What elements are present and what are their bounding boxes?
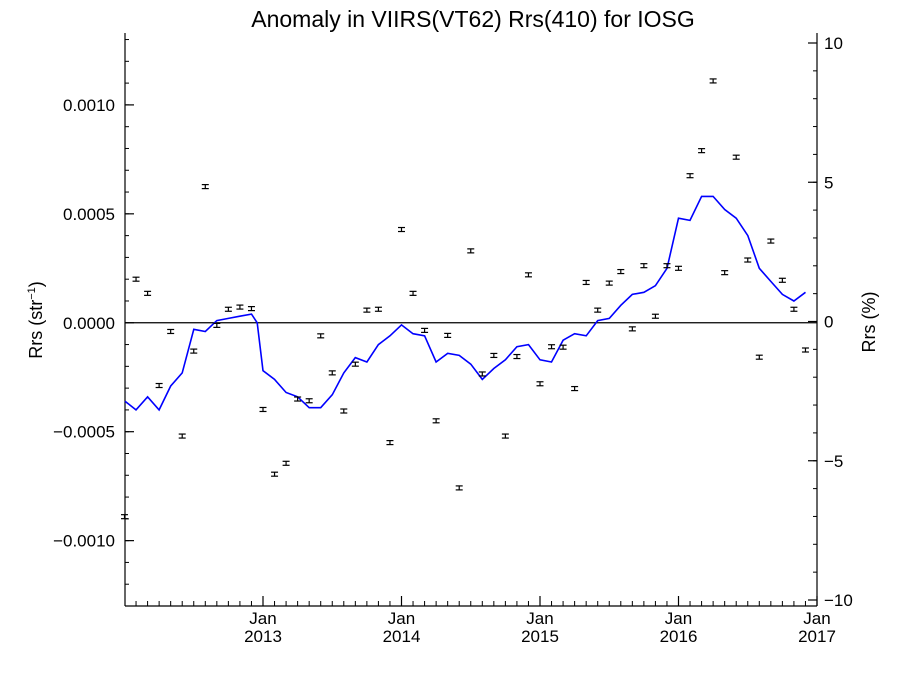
anomaly-point — [467, 248, 475, 254]
x-tick-month-label: Jan — [803, 609, 830, 628]
x-tick-month-label: Jan — [526, 609, 553, 628]
plot-frame — [124, 33, 818, 607]
anomaly-point — [721, 270, 729, 276]
plot-area — [121, 78, 809, 520]
anomaly-point — [386, 439, 394, 446]
x-tick-month-label: Jan — [249, 609, 276, 628]
anomaly-point — [628, 326, 636, 332]
anomaly-point — [755, 354, 763, 360]
anomaly-point — [801, 347, 809, 353]
anomaly-point — [455, 485, 463, 491]
left-tick-label: −0.0005 — [53, 423, 115, 442]
anomaly-point — [224, 306, 232, 312]
anomaly-point — [271, 471, 279, 477]
anomaly-point — [605, 280, 613, 286]
anomaly-point — [340, 408, 348, 414]
x-tick-year-label: 2015 — [521, 627, 559, 646]
chart-title: Anomaly in VIIRS(VT62) Rrs(410) for IOSG — [251, 6, 695, 32]
anomaly-point — [663, 263, 671, 269]
anomaly-point — [167, 328, 175, 335]
anomaly-point — [778, 277, 786, 283]
anomaly-point — [444, 332, 452, 339]
anomaly-point — [213, 322, 221, 328]
anomaly-point — [571, 385, 579, 392]
anomaly-point — [144, 290, 152, 296]
anomaly-point — [524, 272, 532, 278]
anomaly-point — [709, 78, 717, 84]
anomaly-point — [617, 268, 625, 275]
anomaly-point — [478, 371, 486, 377]
anomaly-point — [178, 433, 186, 439]
anomaly-point — [548, 344, 556, 350]
y-axis-label-main: Rrs (str — [26, 300, 46, 359]
anomaly-point — [351, 361, 359, 367]
anomaly-point — [282, 460, 290, 466]
left-axis-ticks: 0.0010 0.0005 0.0000 −0.0005 −0.0010 — [53, 39, 134, 585]
y-axis-label-right: Rrs (%) — [859, 292, 879, 353]
anomaly-point — [121, 514, 128, 520]
anomaly-point — [513, 353, 521, 360]
anomaly-point — [536, 381, 544, 387]
right-tick-label: 0 — [824, 313, 833, 332]
anomaly-point — [501, 433, 509, 439]
monthly-anomaly-points — [121, 78, 809, 520]
anomaly-point — [305, 398, 313, 404]
anomaly-point — [698, 148, 706, 154]
anomaly-point — [582, 279, 590, 286]
anomaly-point — [294, 396, 302, 402]
x-tick-year-label: 2017 — [798, 627, 836, 646]
right-tick-label: 10 — [824, 34, 843, 53]
anomaly-point — [767, 238, 775, 244]
anomaly-point — [640, 263, 648, 269]
right-tick-label: 5 — [824, 173, 833, 192]
anomaly-point — [594, 307, 602, 313]
left-tick-label: −0.0010 — [53, 532, 115, 551]
anomaly-point — [744, 257, 752, 263]
anomaly-point — [132, 276, 140, 282]
anomaly-point — [732, 154, 740, 160]
x-tick-year-label: 2014 — [383, 627, 421, 646]
x-tick-year-label: 2013 — [244, 627, 282, 646]
smoothed-anomaly-line — [124, 195, 806, 412]
anomaly-point — [398, 226, 405, 233]
anomaly-point — [328, 370, 336, 376]
anomaly-point — [363, 307, 371, 313]
anomaly-point — [409, 290, 417, 296]
left-tick-label: 0.0010 — [63, 96, 115, 115]
left-tick-label: 0.0000 — [63, 314, 115, 333]
y-axis-label-left: Rrs (str−1) — [26, 281, 46, 359]
anomaly-point — [790, 306, 798, 312]
anomaly-point — [236, 304, 244, 310]
right-axis-ticks: 10 5 0 −5 −10 — [808, 34, 853, 610]
anomaly-point — [686, 173, 694, 179]
anomaly-point — [247, 306, 255, 312]
anomaly-point — [155, 382, 163, 389]
x-tick-month-label: Jan — [388, 609, 415, 628]
y-axis-label-superscript: −1 — [26, 287, 38, 300]
right-tick-label: −10 — [824, 591, 853, 610]
right-tick-label: −5 — [824, 452, 843, 471]
anomaly-point — [432, 418, 440, 424]
anomaly-point — [421, 327, 429, 333]
anomaly-point — [675, 265, 682, 271]
anomaly-point — [374, 306, 382, 312]
anomaly-point — [259, 406, 267, 413]
x-tick-month-label: Jan — [665, 609, 692, 628]
x-tick-year-label: 2016 — [660, 627, 698, 646]
anomaly-point — [190, 348, 198, 354]
anomaly-point — [559, 344, 567, 350]
anomaly-point — [490, 352, 498, 359]
left-tick-label: 0.0005 — [63, 205, 115, 224]
y-axis-label-close: ) — [26, 281, 46, 287]
anomaly-point — [317, 333, 325, 339]
anomaly-point — [201, 183, 209, 190]
anomaly-point — [651, 313, 659, 319]
